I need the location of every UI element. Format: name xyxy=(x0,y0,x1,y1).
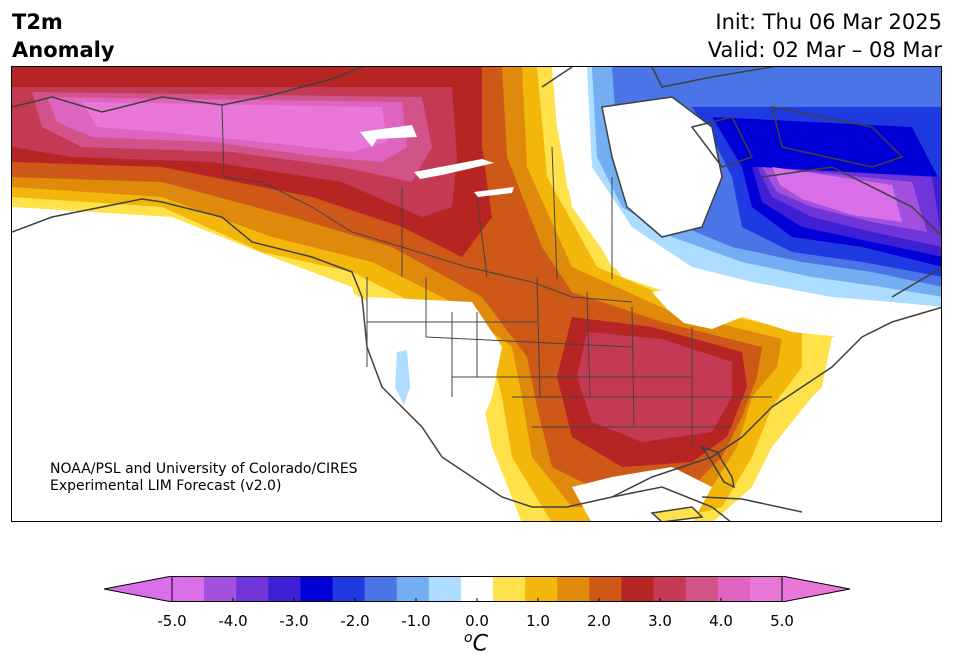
colorbar-swatch xyxy=(396,576,430,602)
pacific-ocean xyxy=(12,207,490,521)
atlantic-ocean xyxy=(714,317,941,521)
great-bear-lake xyxy=(360,125,417,147)
colorbar-swatch xyxy=(300,576,334,602)
colorbar-swatch xyxy=(204,576,237,602)
colorbar-swatch xyxy=(525,576,558,602)
cold-lilac-region xyxy=(772,167,902,222)
colorbar-swatch xyxy=(621,576,655,602)
lake-athabasca xyxy=(474,187,514,197)
colorbar-tick-label: 0.0 xyxy=(465,612,489,630)
hudson-bay xyxy=(602,97,722,237)
nevada-cool-spot xyxy=(395,350,410,405)
hudson-bay-coastline xyxy=(601,96,723,238)
credit-line-1: NOAA/PSL and University of Colorado/CIRE… xyxy=(50,461,358,477)
canadian-arctic-coastline xyxy=(541,67,941,298)
init-date: Init: Thu 06 Mar 2025 xyxy=(715,10,942,34)
map-title: T2m Anomaly xyxy=(12,8,115,64)
colorbar-tick-label: -3.0 xyxy=(279,612,309,630)
colorbar-tick-label: -4.0 xyxy=(218,612,248,630)
colorbar-swatch xyxy=(685,576,719,602)
colorbar-swatch xyxy=(493,576,526,602)
colorbar-tick-label: 2.0 xyxy=(587,612,611,630)
run-info: Init: Thu 06 Mar 2025 Valid: 02 Mar – 08… xyxy=(708,8,942,64)
colorbar-tick-label: -5.0 xyxy=(157,612,187,630)
colorbar-tick-label: 4.0 xyxy=(709,612,733,630)
colorbar-swatch xyxy=(332,576,366,602)
colorbar-over-arrow xyxy=(781,576,850,602)
colorbar-swatch xyxy=(172,576,205,602)
map-canvas xyxy=(12,67,941,521)
colorbar-tick-label: 3.0 xyxy=(648,612,672,630)
colorbar xyxy=(104,576,850,602)
colorbar-swatch xyxy=(653,576,687,602)
great-slave-lake xyxy=(414,159,494,179)
colorbar-swatch xyxy=(364,576,398,602)
colorbar-swatch xyxy=(460,576,494,602)
colorbar-swatch xyxy=(268,576,301,602)
valid-range: Valid: 02 Mar – 08 Mar xyxy=(707,38,942,62)
colorbar-swatch xyxy=(557,576,590,602)
colorbar-swatch xyxy=(717,576,751,602)
great-lakes xyxy=(652,285,747,329)
gulf-of-mexico xyxy=(572,467,712,521)
colorbar-swatch xyxy=(589,576,622,602)
state-borders xyxy=(221,104,772,447)
warm-red-region xyxy=(12,67,747,467)
north-america-coastline xyxy=(12,67,941,521)
title-line-1: T2m xyxy=(12,10,63,34)
colorbar-swatch xyxy=(236,576,269,602)
colorbar-under-arrow xyxy=(104,576,173,602)
unit-letter: C xyxy=(472,631,488,657)
colorbar-tick-label: 1.0 xyxy=(526,612,550,630)
credit-text: NOAA/PSL and University of Colorado/CIRE… xyxy=(50,461,358,495)
title-line-2: Anomaly xyxy=(12,38,115,62)
unit-label: oC xyxy=(464,630,488,656)
unit-degree-mark: o xyxy=(464,630,473,646)
warm-magenta-region xyxy=(82,102,387,152)
florida-coastline xyxy=(700,445,736,489)
colorbar-tick-label: -2.0 xyxy=(340,612,370,630)
colorbar-tick-label: -1.0 xyxy=(401,612,431,630)
neutral-band xyxy=(552,67,842,337)
colorbar-swatch xyxy=(749,576,783,602)
colorbar-swatch xyxy=(428,576,462,602)
cuba-coastline xyxy=(650,506,704,521)
anomaly-map: NOAA/PSL and University of Colorado/CIRE… xyxy=(11,66,942,522)
credit-line-2: Experimental LIM Forecast (v2.0) xyxy=(50,478,282,494)
colorbar-tick-label: 5.0 xyxy=(770,612,794,630)
bahamas-coastline xyxy=(701,496,803,513)
